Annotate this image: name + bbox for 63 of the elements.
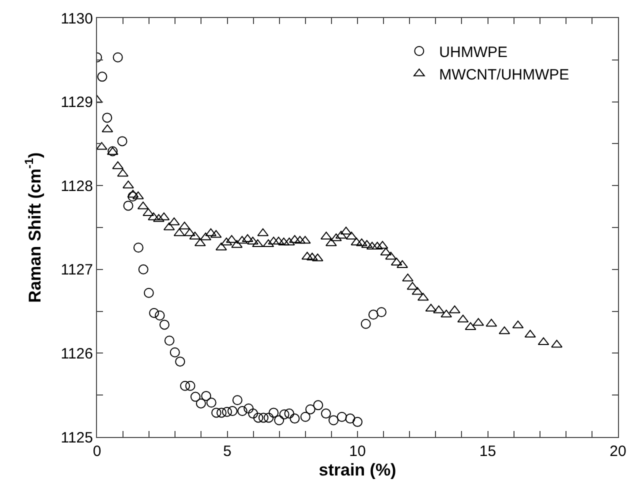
point xyxy=(313,400,324,410)
point xyxy=(320,408,331,419)
point xyxy=(274,415,284,426)
legend-label: MWCNT/UHMWPE xyxy=(439,66,570,84)
point xyxy=(102,112,112,123)
point xyxy=(237,406,248,416)
y-tick-label: 1126 xyxy=(60,345,93,362)
point xyxy=(159,320,170,330)
point xyxy=(97,72,108,82)
point xyxy=(128,191,138,202)
point xyxy=(175,356,186,367)
point xyxy=(206,398,216,408)
point xyxy=(185,380,196,391)
point xyxy=(164,336,174,346)
point xyxy=(138,264,148,274)
point xyxy=(268,408,279,418)
point xyxy=(328,415,339,426)
y-tick-label: 1125 xyxy=(60,429,93,446)
point xyxy=(123,200,134,211)
point xyxy=(264,412,274,423)
point xyxy=(352,416,362,427)
point xyxy=(222,406,232,417)
point xyxy=(279,409,290,420)
point xyxy=(201,390,212,401)
point xyxy=(211,408,222,418)
point xyxy=(108,146,118,156)
point xyxy=(170,347,180,358)
point xyxy=(290,414,300,424)
point xyxy=(196,398,206,408)
legend-label: UHMWPE xyxy=(439,44,508,61)
y-tick-label: 1130 xyxy=(60,10,93,28)
x-tick-label: 0 xyxy=(92,443,102,460)
point xyxy=(117,136,128,146)
point xyxy=(154,310,165,320)
point xyxy=(133,242,144,253)
point xyxy=(149,308,160,318)
point xyxy=(180,380,190,391)
point xyxy=(232,395,242,406)
point xyxy=(336,412,347,422)
y-tick-label: 1127 xyxy=(60,262,93,279)
point xyxy=(284,408,294,419)
point xyxy=(248,408,258,419)
point xyxy=(258,412,268,423)
point xyxy=(244,404,254,414)
x-tick-label: 20 xyxy=(610,443,626,460)
point xyxy=(368,310,378,320)
point xyxy=(216,408,227,418)
y-tick-label: 1129 xyxy=(60,94,93,112)
x-tick-label: 5 xyxy=(223,443,232,460)
point xyxy=(190,392,200,402)
point xyxy=(144,288,154,298)
y-tick-label: 1128 xyxy=(60,178,93,195)
point xyxy=(360,318,371,329)
point xyxy=(300,412,310,422)
point xyxy=(376,307,386,318)
point xyxy=(305,404,316,414)
x-tick-label: 15 xyxy=(479,443,496,460)
x-axis-title: strain (%) xyxy=(318,460,396,480)
point xyxy=(227,406,238,416)
point xyxy=(112,52,123,62)
point xyxy=(345,414,356,424)
point xyxy=(253,412,264,423)
x-tick-label: 10 xyxy=(349,443,366,460)
